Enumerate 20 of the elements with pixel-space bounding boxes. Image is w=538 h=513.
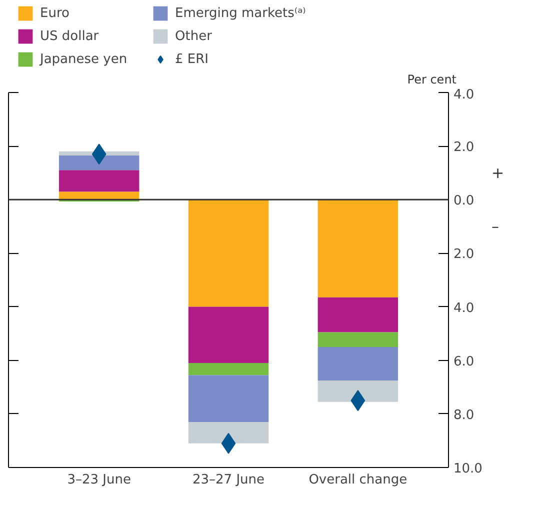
y-tick-label: 2.0 [454,140,474,156]
y-tick-label: 2.0 [454,247,474,262]
x-tick-label: 3–23 June [67,472,131,488]
legend-label: Japanese yen [40,52,128,66]
y-tick-label: 0.0 [454,194,474,209]
legend-label: Emerging markets⁽ᵃ⁾ [175,6,306,20]
y-tick-label: 4.0 [454,88,474,102]
text: – [492,217,499,236]
legend-label: Other [175,28,212,44]
legend-label: US dollar [40,28,99,44]
y-tick-label: 4.0 [454,300,474,316]
y-tick-label: 10.0 [454,462,482,476]
y-tick-label: 6.0 [454,354,474,370]
y-axis-title: Per cent [407,72,457,86]
x-tick-label: 23–27 June [192,472,265,488]
legend-label: Euro [40,6,70,20]
x-tick-label: Overall change [308,472,408,488]
legend-label: £ ERI [175,52,208,66]
y-tick-label: 8.0 [454,408,474,423]
text: + [492,164,504,182]
